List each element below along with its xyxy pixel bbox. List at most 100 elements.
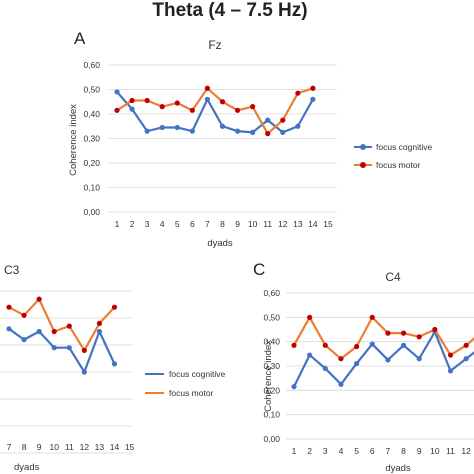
data-point-cognitive (310, 96, 316, 102)
y-tick-label: 0,30 (263, 361, 280, 371)
data-point-motor (447, 352, 454, 358)
data-point-motor (159, 104, 165, 110)
x-tick-label: 12 (278, 219, 288, 229)
x-tick-label: 10 (248, 219, 258, 229)
data-point-motor (400, 330, 407, 336)
x-tick-label: 7 (205, 219, 210, 229)
data-point-motor (174, 100, 180, 106)
x-tick-label: 4 (339, 446, 344, 456)
data-point-cognitive (338, 381, 344, 387)
data-point-cognitive (295, 123, 301, 129)
panel-c-gridlines (286, 292, 474, 440)
x-tick-label: 7 (386, 446, 391, 456)
y-tick-label: 0,50 (83, 85, 100, 95)
series-line-motor (116, 87, 314, 135)
data-point-motor (416, 334, 422, 340)
data-point-motor (369, 314, 375, 320)
data-point-cognitive (307, 352, 313, 358)
panel-c-y-ticks: 0,00 0,10 0,20 0,30 0,40 0,50 0,60 (263, 288, 280, 444)
panel-b: C3 dyads 7 8 9 10 11 12 13 14 15 focus cognitive… (0, 263, 225, 473)
series-line-cognitive (8, 327, 116, 374)
panel-a: A Fz Coherence index dyads 0,000,100,200… (68, 29, 432, 249)
data-point-cognitive (189, 128, 195, 134)
data-point-motor (385, 330, 391, 336)
data-point-cognitive (463, 356, 469, 362)
x-tick-label: 3 (145, 219, 150, 229)
data-point-motor (36, 296, 42, 302)
panel-b-chart-title: C3 (4, 263, 20, 277)
data-point-motor (189, 107, 195, 113)
x-tick-label: 11 (263, 219, 272, 229)
y-tick-label: 0,00 (83, 207, 100, 217)
x-tick-label: 15 (323, 219, 333, 229)
panel-a-letter: A (74, 29, 86, 48)
data-point-cognitive (111, 361, 118, 367)
data-point-motor (354, 343, 360, 350)
data-point-cognitive (204, 96, 211, 102)
panel-a-chart-title: Fz (208, 38, 221, 52)
y-tick-label: 0,00 (263, 434, 280, 444)
y-tick-label: 0,40 (83, 109, 100, 119)
data-point-motor (219, 99, 226, 105)
panel-b-x-ticks: 7 8 9 10 11 12 13 14 15 (7, 442, 135, 452)
data-point-cognitive (174, 124, 180, 131)
y-tick-label: 0,10 (83, 183, 100, 193)
panel-a-x-ticks: 1 2 3 4 5 6 7 8 9 10 11 12 13 14 15 (115, 219, 333, 229)
x-tick-label: 6 (370, 446, 375, 456)
panel-b-gridlines (0, 290, 133, 454)
panel-b-series (6, 296, 118, 375)
data-point-motor (265, 131, 271, 137)
data-point-motor (322, 342, 328, 348)
figure-title: Theta (4 – 7.5 Hz) (152, 0, 307, 21)
data-point-motor (250, 104, 256, 110)
panel-c-letter: C (253, 260, 265, 279)
data-point-motor (310, 85, 316, 91)
x-tick-label: 7 (7, 442, 12, 452)
data-point-cognitive (21, 337, 27, 343)
x-tick-label: 9 (417, 446, 422, 456)
data-point-cognitive (265, 117, 271, 123)
data-point-motor (51, 328, 57, 335)
x-tick-label: 6 (190, 219, 195, 229)
x-tick-label: 2 (130, 219, 135, 229)
y-tick-label: 0,40 (263, 337, 280, 347)
data-point-motor (338, 356, 344, 362)
x-tick-label: 5 (175, 219, 180, 229)
x-tick-label: 12 (80, 442, 90, 452)
data-point-motor (144, 97, 150, 104)
data-point-cognitive (447, 368, 454, 374)
series-line-cognitive (293, 330, 474, 388)
x-tick-label: 9 (235, 219, 240, 229)
data-point-motor (307, 314, 313, 320)
data-point-cognitive (51, 345, 57, 351)
x-tick-label: 10 (49, 442, 59, 452)
data-point-cognitive (234, 128, 241, 134)
x-tick-label: 9 (37, 442, 42, 452)
y-tick-label: 0,50 (263, 312, 280, 322)
legend-motor-label: focus motor (376, 160, 421, 170)
panel-c: C C4 Coherence index dyads 0,000,100,200… (253, 260, 474, 474)
x-tick-label: 13 (293, 219, 303, 229)
data-point-cognitive (6, 326, 12, 332)
y-tick-label: 0,60 (83, 60, 100, 70)
panel-c-series (291, 314, 474, 390)
data-point-cognitive (144, 128, 150, 134)
data-point-motor (295, 90, 301, 96)
x-tick-label: 3 (323, 446, 328, 456)
data-point-motor (432, 326, 438, 333)
data-point-cognitive (250, 129, 256, 135)
data-point-cognitive (36, 328, 42, 335)
panel-c-chart-title: C4 (385, 270, 401, 284)
y-tick-label: 0,20 (263, 385, 280, 395)
x-tick-label: 11 (446, 446, 455, 456)
panel-a-legend: focus cognitive focus motor (354, 142, 432, 170)
data-point-cognitive (114, 89, 120, 95)
data-point-cognitive (369, 341, 375, 347)
data-point-motor (111, 304, 118, 310)
x-tick-label: 13 (95, 442, 105, 452)
panel-a-series (114, 85, 316, 137)
x-tick-label: 14 (110, 442, 120, 452)
data-point-cognitive (322, 365, 328, 372)
